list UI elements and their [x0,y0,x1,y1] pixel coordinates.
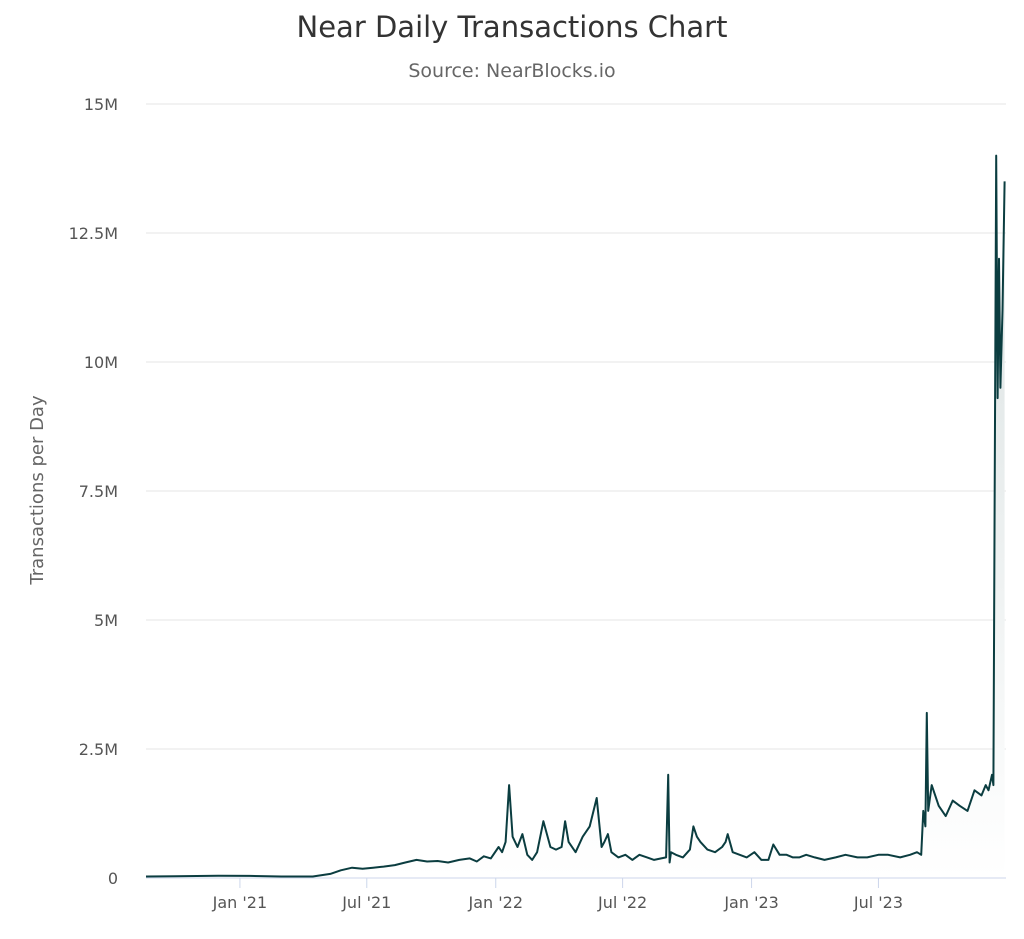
x-tick-label: Jul '21 [341,893,391,912]
x-tick-label: Jul '23 [853,893,903,912]
x-tick-label: Jul '22 [597,893,647,912]
y-tick-label: 5M [94,611,118,630]
y-tick-label: 7.5M [79,482,118,501]
series-line [145,154,1006,878]
chart-title: Near Daily Transactions Chart [296,10,728,44]
series-area-fill [146,155,1005,879]
y-tick-label: 12.5M [69,224,118,243]
grid-lines [146,103,1006,750]
y-tick-label: 0 [108,869,118,888]
x-tick-label: Jan '21 [212,893,268,912]
y-tick-label: 10M [84,353,118,372]
y-tick-label: 15M [84,95,118,114]
chart-subtitle: Source: NearBlocks.io [408,60,616,82]
y-tick-label: 2.5M [79,740,118,759]
x-tick-label: Jan '23 [723,893,779,912]
x-tick-label: Jan '22 [467,893,523,912]
y-axis-title: Transactions per Day [27,395,48,586]
